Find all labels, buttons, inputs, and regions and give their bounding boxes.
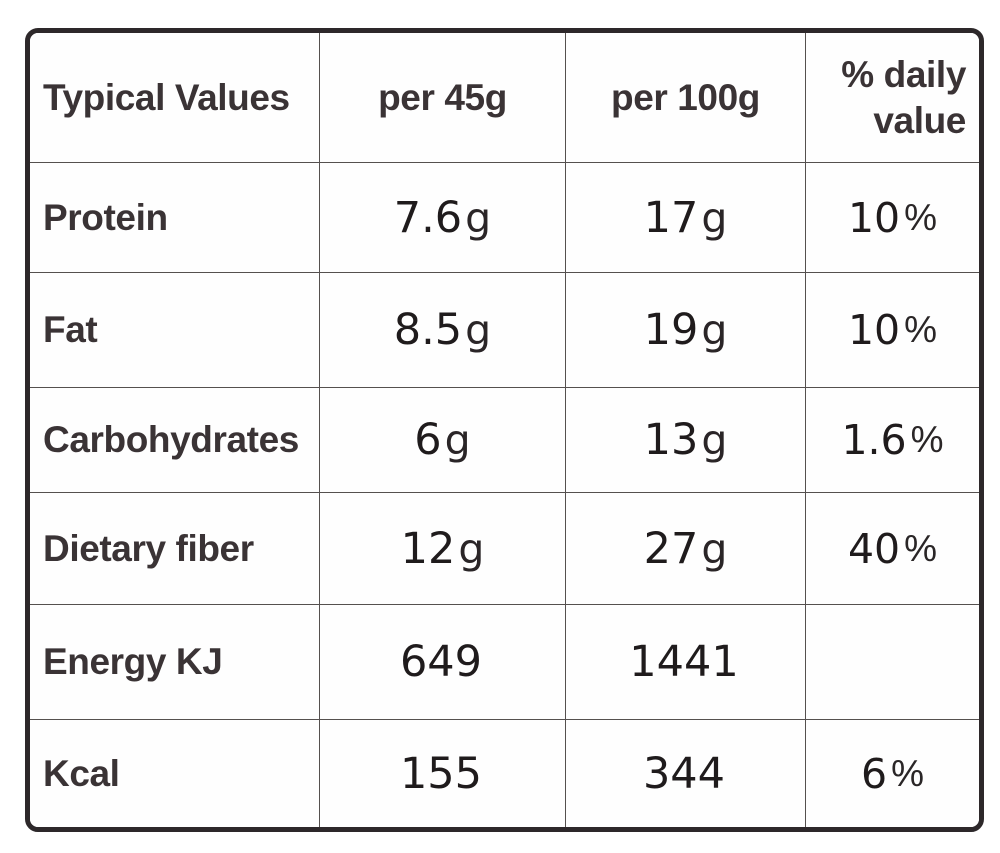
carbohydrates-label: Carbohydrates bbox=[43, 419, 299, 460]
dietary-fiber-label-cell: Dietary fiber bbox=[30, 493, 320, 605]
header-per-100g-label: per 100g bbox=[611, 76, 760, 118]
dietary-fiber-per45-cell: 12 g bbox=[320, 493, 566, 605]
carbohydrates-per45-unit: g bbox=[444, 416, 471, 464]
fat-per100-cell: 19 g bbox=[566, 273, 806, 388]
fat-per45-cell: 8.5 g bbox=[320, 273, 566, 388]
kcal-daily-value: 6 bbox=[861, 749, 888, 798]
kcal-per45-value: 155 bbox=[399, 748, 483, 799]
kcal-per100-cell: 344 bbox=[566, 720, 806, 827]
protein-daily-value: 10 bbox=[847, 193, 901, 242]
dietary-fiber-per100-value: 27 bbox=[643, 523, 699, 574]
protein-daily-unit: % bbox=[904, 196, 938, 238]
fat-per45-unit: g bbox=[465, 306, 492, 354]
dietary-fiber-daily-unit: % bbox=[904, 527, 938, 569]
carbohydrates-label-cell: Carbohydrates bbox=[30, 388, 320, 493]
header-typical-values-label: Typical Values bbox=[43, 76, 290, 118]
fat-per100-value: 19 bbox=[643, 305, 699, 355]
energy-kj-per100-cell: 1441 bbox=[566, 605, 806, 720]
energy-kj-per45-value: 649 bbox=[399, 637, 483, 687]
dietary-fiber-per100-unit: g bbox=[701, 524, 728, 573]
dietary-fiber-per45-value: 12 bbox=[400, 523, 456, 574]
header-daily-value-line1: % daily bbox=[841, 54, 966, 96]
fat-daily-cell: 10% bbox=[806, 273, 979, 388]
protein-per100-unit: g bbox=[701, 193, 728, 242]
fat-per100-unit: g bbox=[701, 306, 728, 354]
protein-per100-cell: 17 g bbox=[566, 163, 806, 273]
carbohydrates-per100-unit: g bbox=[701, 416, 728, 464]
fat-per45-value: 8.5 bbox=[393, 305, 463, 355]
kcal-label-cell: Kcal bbox=[30, 720, 320, 827]
header-daily-value-line2: value bbox=[873, 99, 966, 141]
carbohydrates-daily-unit: % bbox=[910, 419, 944, 460]
kcal-label: Kcal bbox=[43, 752, 120, 794]
protein-per100-value: 17 bbox=[643, 192, 699, 243]
fat-label: Fat bbox=[43, 309, 98, 350]
dietary-fiber-daily-value: 40 bbox=[847, 524, 901, 573]
dietary-fiber-daily-cell: 40% bbox=[806, 493, 979, 605]
kcal-daily-unit: % bbox=[891, 752, 924, 794]
kcal-daily-cell: 6% bbox=[806, 720, 979, 827]
header-per-100g-cell: per 100g bbox=[566, 33, 806, 163]
dietary-fiber-per100-cell: 27 g bbox=[566, 493, 806, 605]
energy-kj-label-cell: Energy KJ bbox=[30, 605, 320, 720]
carbohydrates-per100-value: 13 bbox=[643, 415, 699, 465]
kcal-per45-cell: 155 bbox=[320, 720, 566, 827]
protein-per45-cell: 7.6 g bbox=[320, 163, 566, 273]
dietary-fiber-per45-unit: g bbox=[458, 524, 485, 573]
kcal-per100-value: 344 bbox=[642, 748, 726, 799]
nutrition-table: Typical Values per 45g per 100g % daily … bbox=[25, 28, 984, 832]
protein-label: Protein bbox=[43, 196, 168, 238]
header-typical-values-cell: Typical Values bbox=[30, 33, 320, 163]
dietary-fiber-label: Dietary fiber bbox=[43, 527, 254, 569]
energy-kj-per100-value: 1441 bbox=[629, 637, 739, 687]
carbohydrates-per45-value: 6 bbox=[414, 415, 442, 465]
header-per-45g-cell: per 45g bbox=[320, 33, 566, 163]
fat-label-cell: Fat bbox=[30, 273, 320, 388]
fat-daily-value: 10 bbox=[847, 306, 901, 354]
energy-kj-daily-cell bbox=[806, 605, 979, 720]
header-daily-value-cell: % daily value bbox=[806, 33, 979, 163]
carbohydrates-per100-cell: 13 g bbox=[566, 388, 806, 493]
protein-per45-unit: g bbox=[465, 193, 492, 242]
energy-kj-label: Energy KJ bbox=[43, 641, 223, 682]
protein-label-cell: Protein bbox=[30, 163, 320, 273]
protein-per45-value: 7.6 bbox=[393, 192, 463, 243]
carbohydrates-daily-value: 1.6 bbox=[841, 416, 907, 464]
fat-daily-unit: % bbox=[904, 309, 938, 350]
carbohydrates-daily-cell: 1.6% bbox=[806, 388, 979, 493]
header-per-45g-label: per 45g bbox=[378, 76, 507, 118]
protein-daily-cell: 10% bbox=[806, 163, 979, 273]
energy-kj-per45-cell: 649 bbox=[320, 605, 566, 720]
